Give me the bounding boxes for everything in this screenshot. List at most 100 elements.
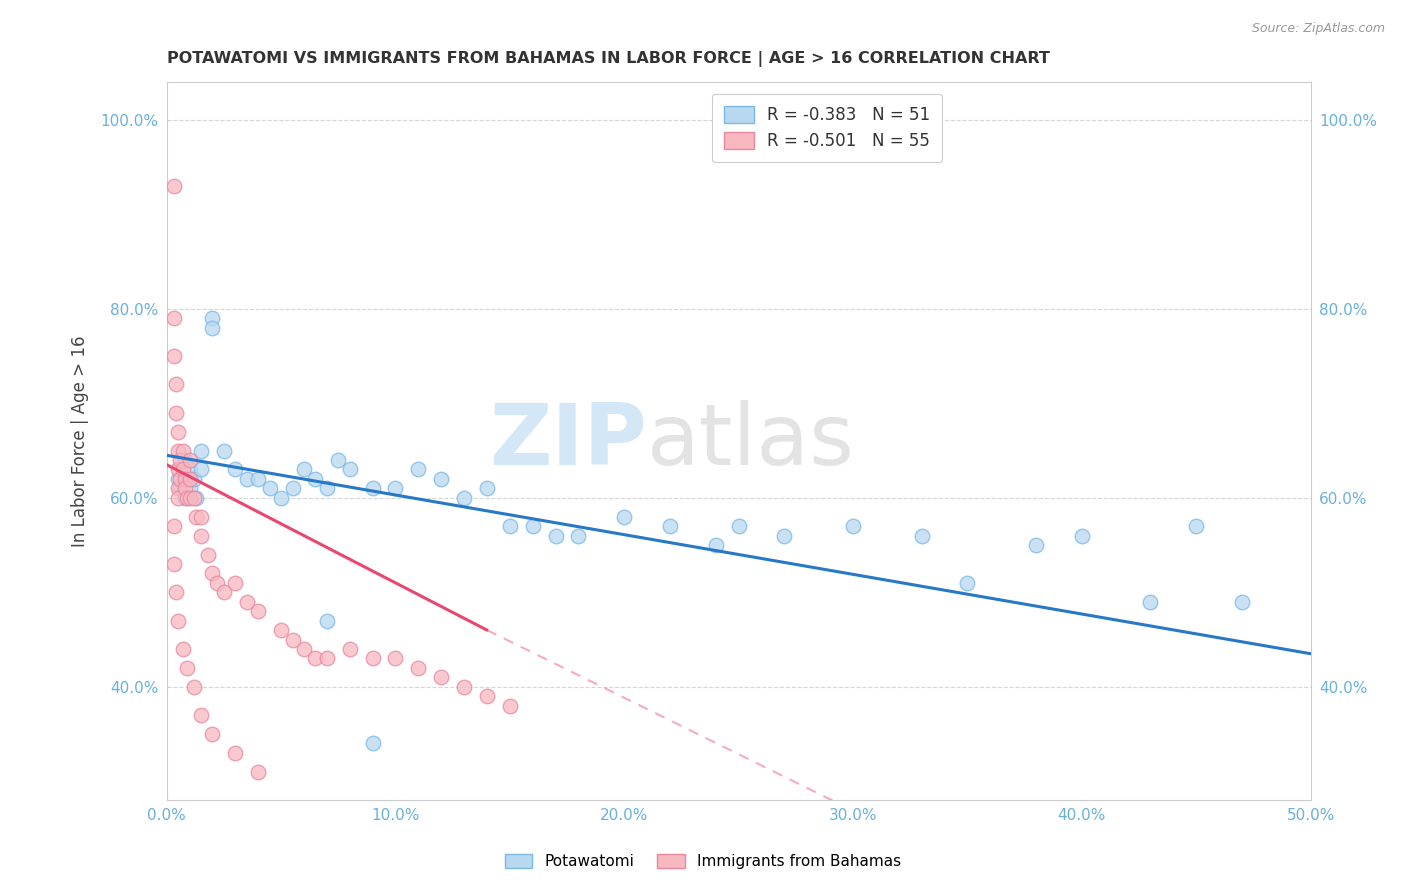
Point — [162, 349, 184, 363]
Point — [190, 443, 212, 458]
Point — [183, 680, 205, 694]
Point — [1185, 519, 1208, 533]
Point — [162, 179, 184, 194]
Point — [201, 320, 224, 334]
Point — [842, 519, 865, 533]
Point — [169, 482, 191, 496]
Point — [179, 453, 201, 467]
Point — [475, 482, 498, 496]
Point — [499, 698, 522, 713]
Point — [315, 614, 337, 628]
Point — [361, 482, 384, 496]
Point — [174, 472, 197, 486]
Point — [224, 575, 246, 590]
Point — [179, 462, 201, 476]
Point — [304, 472, 326, 486]
Point — [236, 472, 259, 486]
Point — [281, 632, 304, 647]
Point — [165, 406, 187, 420]
Point — [408, 661, 430, 675]
Point — [430, 670, 453, 684]
Point — [201, 311, 224, 326]
Point — [236, 595, 259, 609]
Point — [361, 651, 384, 665]
Point — [174, 482, 197, 496]
Legend: R = -0.383   N = 51, R = -0.501   N = 55: R = -0.383 N = 51, R = -0.501 N = 55 — [713, 94, 942, 162]
Point — [179, 491, 201, 505]
Point — [567, 528, 589, 542]
Point — [190, 708, 212, 723]
Text: Source: ZipAtlas.com: Source: ZipAtlas.com — [1251, 22, 1385, 36]
Point — [174, 453, 197, 467]
Point — [174, 491, 197, 505]
Point — [315, 482, 337, 496]
Text: atlas: atlas — [647, 400, 855, 483]
Point — [172, 462, 194, 476]
Point — [704, 538, 727, 552]
Point — [475, 690, 498, 704]
Point — [167, 443, 190, 458]
Point — [186, 491, 208, 505]
Point — [183, 491, 205, 505]
Point — [169, 472, 191, 486]
Point — [270, 623, 292, 637]
Point — [339, 462, 361, 476]
Point — [1025, 538, 1047, 552]
Point — [212, 443, 235, 458]
Point — [613, 509, 636, 524]
Y-axis label: In Labor Force | Age > 16: In Labor Force | Age > 16 — [72, 335, 89, 547]
Point — [773, 528, 796, 542]
Point — [339, 642, 361, 657]
Point — [292, 642, 315, 657]
Point — [224, 746, 246, 760]
Point — [224, 462, 246, 476]
Point — [201, 727, 224, 741]
Point — [172, 443, 194, 458]
Point — [304, 651, 326, 665]
Point — [384, 651, 406, 665]
Point — [292, 462, 315, 476]
Point — [197, 548, 219, 562]
Point — [499, 519, 522, 533]
Point — [453, 680, 475, 694]
Point — [384, 482, 406, 496]
Point — [259, 482, 281, 496]
Point — [167, 472, 190, 486]
Point — [190, 462, 212, 476]
Point — [281, 482, 304, 496]
Point — [1230, 595, 1253, 609]
Point — [1139, 595, 1161, 609]
Point — [361, 736, 384, 750]
Text: POTAWATOMI VS IMMIGRANTS FROM BAHAMAS IN LABOR FORCE | AGE > 16 CORRELATION CHAR: POTAWATOMI VS IMMIGRANTS FROM BAHAMAS IN… — [167, 51, 1049, 67]
Point — [453, 491, 475, 505]
Point — [212, 585, 235, 599]
Point — [270, 491, 292, 505]
Point — [956, 575, 979, 590]
Point — [172, 642, 194, 657]
Point — [176, 491, 198, 505]
Point — [186, 509, 208, 524]
Point — [727, 519, 749, 533]
Point — [522, 519, 544, 533]
Point — [190, 509, 212, 524]
Point — [162, 311, 184, 326]
Point — [169, 453, 191, 467]
Point — [179, 482, 201, 496]
Point — [165, 585, 187, 599]
Point — [162, 557, 184, 571]
Point — [167, 425, 190, 439]
Point — [544, 528, 567, 542]
Point — [201, 566, 224, 581]
Point — [167, 491, 190, 505]
Point — [172, 462, 194, 476]
Point — [911, 528, 934, 542]
Point — [315, 651, 337, 665]
Point — [205, 575, 228, 590]
Point — [179, 472, 201, 486]
Point — [247, 472, 270, 486]
Point — [247, 764, 270, 779]
Point — [165, 377, 187, 392]
Point — [162, 519, 184, 533]
Point — [167, 462, 190, 476]
Point — [183, 472, 205, 486]
